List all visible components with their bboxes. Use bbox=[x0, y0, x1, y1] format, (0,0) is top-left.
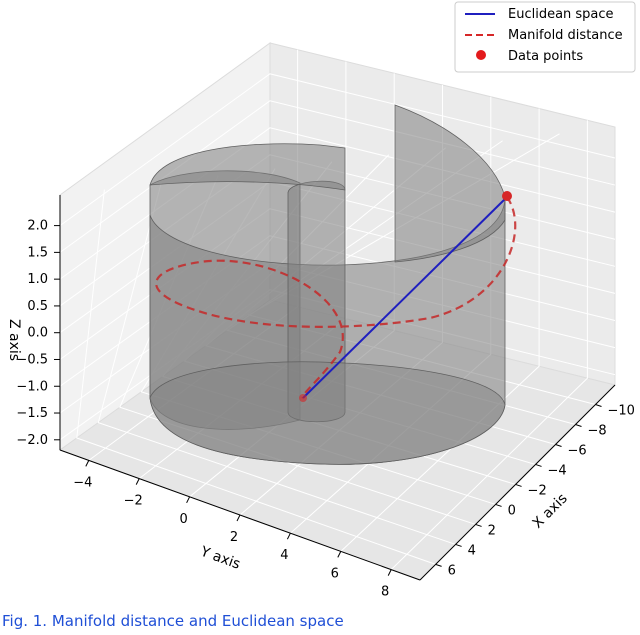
legend: Euclidean space Manifold distance Data p… bbox=[454, 1, 636, 73]
legend-label-euclidean: Euclidean space bbox=[508, 7, 614, 22]
surface-outer-top-right bbox=[394, 104, 506, 263]
y-tick-mark bbox=[186, 496, 191, 504]
y-tick-label: 4 bbox=[280, 548, 288, 563]
x-tick-mark bbox=[475, 523, 482, 527]
y-tick-label: −4 bbox=[73, 475, 92, 490]
x-tick-mark bbox=[555, 444, 562, 447]
y-tick-mark bbox=[236, 514, 241, 522]
surface-floor-disc bbox=[149, 361, 506, 465]
x-tick-label: 6 bbox=[448, 563, 456, 578]
x-tick-label: 2 bbox=[488, 523, 496, 538]
data-point-2 bbox=[299, 394, 307, 402]
spiral-surface bbox=[149, 104, 506, 465]
y-tick-mark bbox=[135, 478, 140, 485]
z-tick-label: −0.5 bbox=[16, 352, 48, 367]
z-tick-label: 0.5 bbox=[27, 299, 48, 314]
grid-line-x bbox=[76, 189, 436, 565]
data-point-1 bbox=[502, 191, 512, 201]
surface-top-cap bbox=[149, 143, 346, 191]
x-tick-mark bbox=[575, 424, 582, 427]
y-tick-label: 6 bbox=[331, 566, 339, 581]
y-tick-label: 8 bbox=[381, 585, 389, 600]
x-tick-label: −2 bbox=[528, 483, 547, 498]
z-tick-label: 1.0 bbox=[27, 272, 48, 287]
z-tick-label: −1.0 bbox=[16, 379, 48, 394]
grid-line-z bbox=[59, 100, 616, 253]
legend-swatch-points bbox=[476, 50, 486, 60]
x-tick-mark bbox=[495, 503, 502, 507]
x-tick-label: −8 bbox=[588, 423, 607, 438]
y-tick-label: 2 bbox=[230, 530, 238, 545]
manifold-distance-line bbox=[155, 196, 517, 400]
x-tick-mark bbox=[435, 563, 442, 567]
y-tick-mark bbox=[337, 551, 342, 558]
x-axis-line bbox=[419, 384, 616, 581]
x-tick-label: 0 bbox=[508, 503, 516, 518]
figure-caption: Fig. 1. Manifold distance and Euclidean … bbox=[2, 612, 344, 630]
legend-label-manifold: Manifold distance bbox=[508, 28, 623, 43]
y-tick-label: −2 bbox=[124, 494, 143, 509]
x-tick-label: −6 bbox=[568, 443, 587, 458]
grid-line-x bbox=[97, 182, 456, 545]
x-tick-label: 4 bbox=[468, 543, 476, 558]
z-tick-label: 2.0 bbox=[27, 219, 48, 234]
y-tick-mark bbox=[85, 460, 90, 467]
y-tick-mark bbox=[387, 569, 392, 576]
x-tick-label: −10 bbox=[608, 404, 635, 419]
z-tick-label: 0.0 bbox=[27, 326, 48, 341]
x-tick-mark bbox=[535, 463, 542, 467]
y-axis-label: Y axis bbox=[197, 543, 242, 572]
legend-box bbox=[454, 1, 636, 73]
grid-line-y bbox=[340, 108, 540, 552]
axis-ticks: 2.01.51.00.50.0−0.5−1.0−1.5−2.0−4−202468… bbox=[16, 219, 635, 600]
z-tick-label: −2.0 bbox=[16, 433, 48, 448]
x-tick-mark bbox=[455, 543, 462, 547]
y-tick-label: 0 bbox=[179, 512, 187, 527]
grid-line-y bbox=[390, 120, 588, 570]
z-axis-label: Z axis bbox=[6, 319, 22, 361]
legend-label-points: Data points bbox=[508, 49, 583, 64]
z-tick-label: 1.5 bbox=[27, 245, 48, 260]
x-tick-mark bbox=[515, 483, 522, 487]
y-tick-mark bbox=[286, 532, 291, 540]
z-tick-label: −1.5 bbox=[16, 406, 48, 421]
grid-line-z bbox=[59, 73, 616, 227]
x-tick-label: −4 bbox=[548, 463, 567, 478]
euclidean-line bbox=[302, 196, 508, 399]
x-tick-mark bbox=[595, 404, 602, 407]
